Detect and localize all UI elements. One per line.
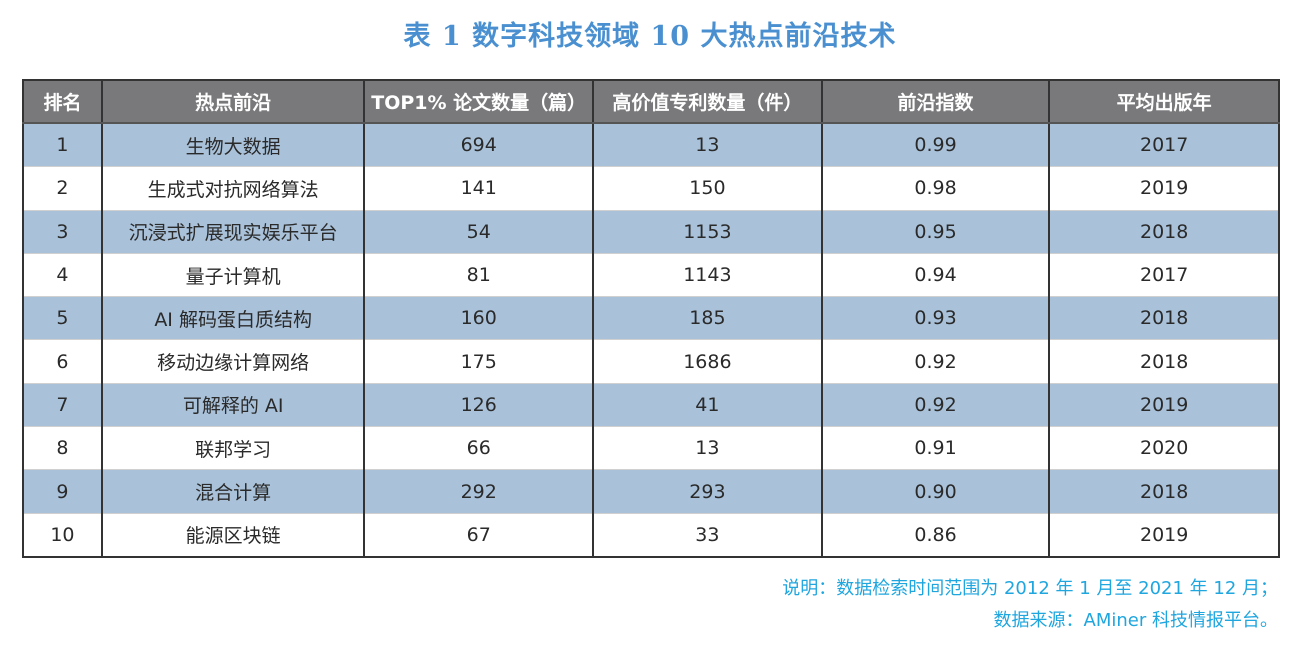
table-cell: 6 bbox=[22, 339, 103, 384]
table-cell: 0.92 bbox=[820, 339, 1051, 384]
table-row: 8 联邦学习 66 13 0.91 2020 bbox=[22, 426, 1280, 471]
table-row: 7 可解释的 AI 126 41 0.92 2019 bbox=[22, 383, 1280, 428]
table-cell: 0.90 bbox=[820, 469, 1051, 514]
table-row: 10 能源区块链 67 33 0.86 2019 bbox=[22, 513, 1280, 558]
table-cell: 150 bbox=[592, 166, 823, 211]
table-cell: 2018 bbox=[1048, 210, 1280, 254]
table-cell: 2019 bbox=[1048, 513, 1280, 558]
table-cell: 0.86 bbox=[820, 513, 1051, 558]
column-header: 热点前沿 bbox=[100, 80, 366, 124]
table-cell: 1143 bbox=[592, 253, 823, 298]
table-cell: 0.91 bbox=[820, 426, 1051, 471]
table-cell: 能源区块链 bbox=[100, 513, 366, 558]
note-time-range: 说明：数据检索时间范围为 2012 年 1 月至 2021 年 12 月； bbox=[782, 578, 1278, 599]
table-cell: 8 bbox=[22, 426, 103, 471]
column-header: 平均出版年 bbox=[1048, 80, 1280, 124]
header-row: 排名 热点前沿 TOP1% 论文数量（篇） 高价值专利数量（件） 前沿指数 平均出版年 bbox=[22, 80, 1280, 124]
table-cell: 沉浸式扩展现实娱乐平台 bbox=[100, 210, 366, 254]
table-cell: 混合计算 bbox=[100, 469, 366, 514]
table-cell: 0.95 bbox=[820, 210, 1051, 254]
table-cell: 移动边缘计算网络 bbox=[100, 339, 366, 384]
table-cell: 81 bbox=[363, 253, 595, 298]
table-cell: 694 bbox=[363, 123, 595, 168]
table-row: 1 生物大数据 694 13 0.99 2017 bbox=[22, 123, 1280, 168]
table-cell: 141 bbox=[363, 166, 595, 211]
table-cell: 126 bbox=[363, 383, 595, 428]
table-cell: 185 bbox=[592, 296, 823, 341]
table-cell: 293 bbox=[592, 469, 823, 514]
table-cell: 生成式对抗网络算法 bbox=[100, 166, 366, 211]
table-cell: 67 bbox=[363, 513, 595, 558]
table-cell: 2017 bbox=[1048, 253, 1280, 298]
table-cell: 1 bbox=[22, 123, 103, 168]
column-header: 排名 bbox=[22, 80, 103, 124]
note-source: 数据来源：AMiner 科技情报平台。 bbox=[993, 610, 1278, 631]
table-cell: 13 bbox=[592, 123, 823, 168]
table-row: 2 生成式对抗网络算法 141 150 0.98 2019 bbox=[22, 166, 1280, 211]
table-cell: 0.92 bbox=[820, 383, 1051, 428]
table-cell: 2019 bbox=[1048, 383, 1280, 428]
table-cell: 4 bbox=[22, 253, 103, 298]
table-title: 表 1 数字科技领域 10 大热点前沿技术 bbox=[403, 21, 897, 52]
table-row: 9 混合计算 292 293 0.90 2018 bbox=[22, 469, 1280, 514]
table-cell: 可解释的 AI bbox=[100, 383, 366, 428]
table-cell: 9 bbox=[22, 469, 103, 514]
table-cell: 2018 bbox=[1048, 296, 1280, 341]
table-cell: 41 bbox=[592, 383, 823, 428]
table-cell: 2 bbox=[22, 166, 103, 211]
hotspot-table: 排名 热点前沿 TOP1% 论文数量（篇） 高价值专利数量（件） 前沿指数 平均出版年 1… bbox=[22, 79, 1280, 558]
table-cell: 2018 bbox=[1048, 339, 1280, 384]
table-row: 5 AI 解码蛋白质结构 160 185 0.93 2018 bbox=[22, 296, 1280, 341]
table-cell: 1153 bbox=[592, 210, 823, 254]
table-cell: 0.94 bbox=[820, 253, 1051, 298]
table-row: 3 沉浸式扩展现实娱乐平台 54 1153 0.95 2018 bbox=[22, 210, 1280, 254]
table-row: 4 量子计算机 81 1143 0.94 2017 bbox=[22, 253, 1280, 298]
table-cell: 175 bbox=[363, 339, 595, 384]
table-cell: 1686 bbox=[592, 339, 823, 384]
table-cell: 2018 bbox=[1048, 469, 1280, 514]
table-cell: 160 bbox=[363, 296, 595, 341]
column-header: 前沿指数 bbox=[820, 80, 1051, 124]
column-header: TOP1% 论文数量（篇） bbox=[363, 80, 595, 124]
table-cell: 66 bbox=[363, 426, 595, 471]
column-header: 高价值专利数量（件） bbox=[592, 80, 823, 124]
table-cell: 292 bbox=[363, 469, 595, 514]
table-cell: 13 bbox=[592, 426, 823, 471]
table-row: 6 移动边缘计算网络 175 1686 0.92 2018 bbox=[22, 339, 1280, 384]
table-cell: 10 bbox=[22, 513, 103, 558]
table-cell: AI 解码蛋白质结构 bbox=[100, 296, 366, 341]
table-cell: 2019 bbox=[1048, 166, 1280, 211]
table-cell: 2017 bbox=[1048, 123, 1280, 168]
table-cell: 0.98 bbox=[820, 166, 1051, 211]
table-cell: 量子计算机 bbox=[100, 253, 366, 298]
table-cell: 54 bbox=[363, 210, 595, 254]
table-cell: 0.93 bbox=[820, 296, 1051, 341]
table-cell: 3 bbox=[22, 210, 103, 254]
table-cell: 7 bbox=[22, 383, 103, 428]
table-cell: 2020 bbox=[1048, 426, 1280, 471]
table-cell: 联邦学习 bbox=[100, 426, 366, 471]
table-cell: 0.99 bbox=[820, 123, 1051, 168]
table-cell: 生物大数据 bbox=[100, 123, 366, 168]
table-cell: 33 bbox=[592, 513, 823, 558]
table-cell: 5 bbox=[22, 296, 103, 341]
